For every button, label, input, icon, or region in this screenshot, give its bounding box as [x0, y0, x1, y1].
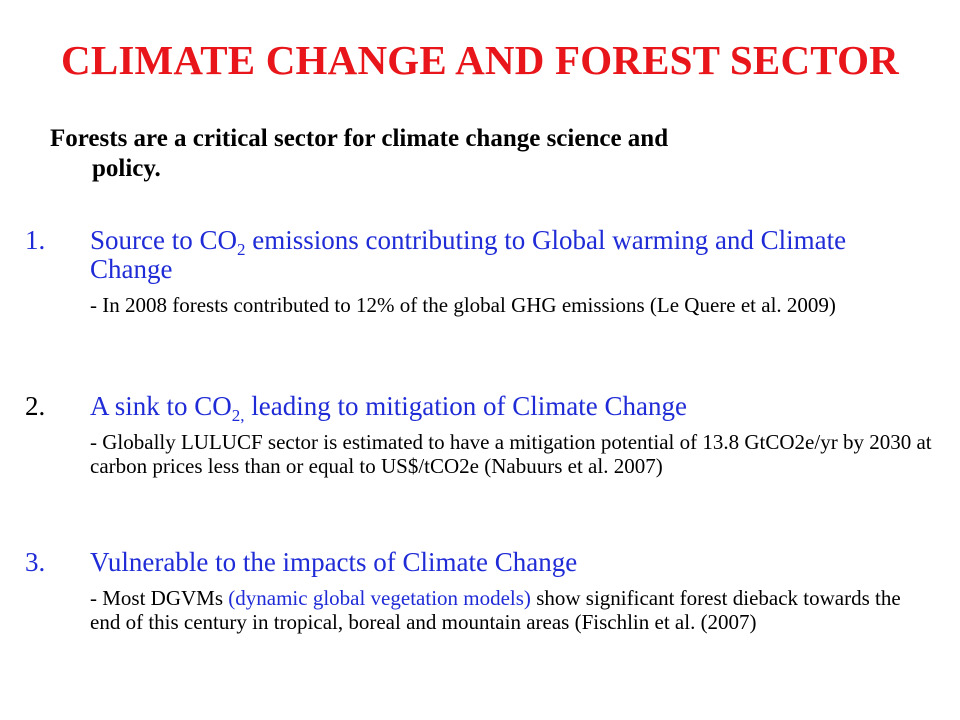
item-detail: - In 2008 forests contributed to 12% of … [90, 293, 836, 317]
item-detail: - Most DGVMs (dynamic global vegetation … [90, 586, 935, 634]
item-number: 3. [25, 547, 46, 577]
item-heading: Source to CO2 emissions contributing to … [90, 226, 935, 284]
list-item-2: 2. A sink to CO2, leading to mitigation … [25, 391, 935, 479]
item-heading: Vulnerable to the impacts of Climate Cha… [90, 547, 578, 577]
item-number: 2. [25, 391, 46, 421]
heading-subscript: 2, [231, 406, 245, 425]
item-heading: A sink to CO2, leading to mitigation of … [90, 391, 935, 425]
detail-text-post: show significant forest dieback towards … [90, 586, 901, 634]
detail-text-highlight: (dynamic global vegetation models) [228, 586, 531, 610]
item-detail: - Globally LULUCF sector is estimated to… [90, 430, 932, 478]
item-number: 1. [25, 225, 46, 255]
heading-subscript: 2 [236, 240, 246, 259]
heading-text-post: leading to mitigation of Climate Change [244, 391, 687, 421]
intro-text: Forests are a critical sector for climat… [50, 124, 910, 184]
heading-text-pre: A sink to CO [90, 391, 232, 421]
detail-text-pre: - Most DGVMs [90, 586, 229, 610]
slide-title: CLIMATE CHANGE AND FOREST SECTOR [61, 37, 899, 83]
list-item-1: 1. Source to CO2 emissions contributing … [25, 225, 935, 318]
heading-text-post: emissions contributing to Global warming… [90, 225, 847, 284]
list-item-3: 3. Vulnerable to the impacts of Climate … [25, 547, 935, 635]
heading-text-pre: Source to CO [90, 225, 237, 255]
intro-line-2: policy. [92, 155, 161, 182]
intro-line-1: Forests are a critical sector for climat… [50, 125, 669, 152]
